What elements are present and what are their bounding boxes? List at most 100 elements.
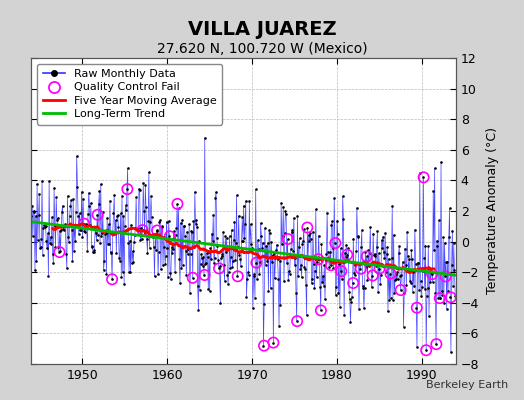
- Point: [353, 205, 361, 211]
- Point: [123, 186, 132, 192]
- Point: [322, 256, 330, 263]
- Point: [383, 251, 391, 257]
- Point: [173, 201, 182, 207]
- Point: [251, 294, 259, 301]
- Point: [433, 243, 442, 249]
- Point: [157, 266, 165, 273]
- Point: [189, 275, 197, 281]
- Point: [54, 244, 62, 250]
- Point: [227, 227, 236, 233]
- Point: [162, 218, 171, 225]
- Point: [405, 256, 413, 263]
- Point: [275, 322, 283, 329]
- Point: [300, 264, 309, 270]
- Point: [316, 307, 325, 314]
- Point: [139, 180, 147, 187]
- Point: [215, 265, 223, 272]
- Point: [370, 250, 379, 257]
- Point: [43, 245, 51, 252]
- Point: [262, 242, 270, 249]
- Point: [323, 210, 331, 216]
- Point: [444, 288, 452, 294]
- Point: [373, 244, 381, 250]
- Point: [215, 263, 224, 269]
- Point: [316, 307, 325, 314]
- Point: [384, 308, 392, 315]
- Point: [413, 344, 421, 350]
- Point: [72, 153, 81, 160]
- Point: [396, 272, 404, 279]
- Point: [221, 278, 229, 284]
- Point: [126, 237, 134, 244]
- Point: [112, 250, 121, 256]
- Point: [120, 280, 128, 287]
- Point: [242, 198, 250, 204]
- Point: [274, 256, 282, 262]
- Point: [419, 268, 427, 274]
- Point: [276, 302, 285, 308]
- Point: [161, 253, 170, 259]
- Point: [152, 227, 161, 234]
- Point: [357, 266, 365, 272]
- Point: [426, 279, 434, 285]
- Point: [97, 233, 106, 239]
- Point: [230, 237, 238, 243]
- Point: [376, 281, 385, 287]
- Point: [199, 262, 207, 269]
- Point: [375, 265, 384, 272]
- Point: [411, 226, 419, 233]
- Point: [435, 217, 443, 224]
- Point: [302, 282, 310, 288]
- Point: [86, 222, 94, 229]
- Point: [446, 294, 454, 300]
- Point: [82, 222, 91, 228]
- Point: [100, 267, 108, 274]
- Point: [107, 250, 116, 257]
- Point: [345, 289, 353, 295]
- Point: [93, 212, 102, 218]
- Point: [143, 250, 151, 256]
- Point: [80, 228, 89, 234]
- Point: [91, 226, 99, 232]
- Point: [136, 237, 145, 244]
- Point: [447, 262, 456, 268]
- Point: [401, 262, 410, 268]
- Point: [232, 192, 241, 199]
- Point: [114, 224, 123, 230]
- Point: [183, 228, 191, 235]
- Point: [153, 227, 161, 233]
- Point: [334, 290, 343, 297]
- Point: [32, 258, 40, 264]
- Point: [214, 257, 222, 263]
- Point: [147, 193, 155, 199]
- Point: [378, 244, 387, 251]
- Point: [403, 253, 412, 260]
- Point: [416, 278, 424, 284]
- Point: [235, 212, 243, 219]
- Point: [149, 234, 157, 240]
- Point: [309, 228, 317, 235]
- Point: [77, 227, 85, 234]
- Point: [230, 218, 238, 225]
- Point: [39, 225, 48, 231]
- Point: [450, 240, 458, 246]
- Point: [445, 205, 454, 212]
- Point: [412, 304, 421, 311]
- Point: [256, 259, 264, 266]
- Point: [218, 251, 226, 258]
- Point: [122, 207, 130, 214]
- Point: [126, 269, 135, 276]
- Point: [105, 241, 113, 248]
- Point: [392, 276, 401, 282]
- Point: [150, 244, 158, 250]
- Point: [410, 282, 418, 289]
- Point: [110, 192, 118, 198]
- Point: [42, 238, 50, 244]
- Point: [169, 246, 177, 252]
- Point: [329, 265, 337, 271]
- Point: [70, 221, 79, 228]
- Point: [414, 260, 422, 266]
- Point: [403, 229, 411, 235]
- Point: [225, 268, 233, 275]
- Point: [276, 258, 284, 264]
